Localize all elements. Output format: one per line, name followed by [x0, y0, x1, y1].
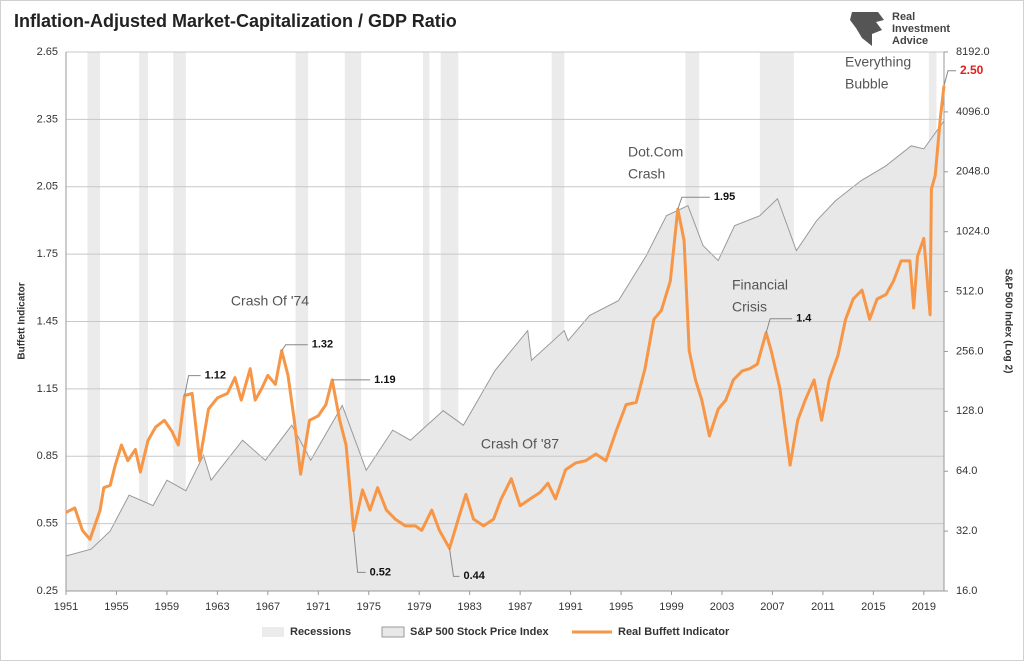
y-axis-title: Buffett Indicator [17, 282, 28, 359]
y-tick-label: 1.75 [37, 248, 58, 260]
callout-leader [184, 375, 201, 396]
x-tick-label: 2019 [912, 601, 936, 613]
x-tick-label: 1999 [659, 601, 683, 613]
callout-leader [765, 318, 793, 333]
x-tick-label: 1979 [407, 601, 431, 613]
x-tick-label: 1951 [54, 601, 78, 613]
legend-label: Real Buffett Indicator [618, 626, 730, 638]
y-tick-label: 2.65 [37, 46, 58, 58]
x-tick-label: 1983 [457, 601, 481, 613]
x-tick-label: 1963 [205, 601, 229, 613]
x-tick-label: 2003 [710, 601, 734, 613]
annotation: Crisis [732, 299, 767, 315]
y2-tick-label: 128.0 [956, 405, 984, 417]
y2-tick-label: 8192.0 [956, 46, 990, 58]
y-tick-label: 0.85 [37, 450, 58, 462]
logo: Real Investment Advice [850, 11, 950, 47]
y-tick-label: 1.15 [37, 383, 58, 395]
annotation: Financial [732, 277, 788, 293]
logo-text: Investment [892, 23, 950, 35]
annotation: Crash [628, 166, 665, 182]
callout-label: 0.52 [370, 566, 391, 578]
y2-tick-label: 512.0 [956, 285, 984, 297]
x-tick-label: 2007 [760, 601, 784, 613]
y2-tick-label: 256.0 [956, 345, 984, 357]
legend-label: S&P 500 Stock Price Index [410, 626, 549, 638]
chart-title: Inflation-Adjusted Market-Capitalization… [14, 11, 457, 31]
callout-leader [677, 196, 710, 210]
y2-tick-label: 32.0 [956, 525, 977, 537]
annotation: Everything [845, 54, 911, 70]
callout-label: 2.50 [960, 63, 984, 77]
y2-axis-title: S&P 500 Index (Log 2) [1002, 269, 1013, 374]
callout-label: 1.12 [205, 370, 226, 382]
callout-label: 1.19 [374, 374, 395, 386]
callout-leader [448, 548, 460, 577]
x-tick-label: 1991 [558, 601, 582, 613]
y2-tick-label: 16.0 [956, 585, 977, 597]
area-fill [66, 120, 944, 592]
callout-label: 0.44 [463, 570, 485, 582]
x-tick-label: 2015 [861, 601, 885, 613]
callout-label: 1.32 [312, 339, 333, 351]
indicator-line [65, 85, 946, 550]
y-tick-label: 0.55 [37, 518, 58, 530]
y-tick-label: 0.25 [37, 585, 58, 597]
annotation: Crash Of '74 [231, 293, 309, 309]
x-tick-label: 1959 [155, 601, 179, 613]
y2-tick-label: 64.0 [956, 465, 977, 477]
callout-label: 1.4 [796, 313, 812, 325]
y-tick-label: 2.35 [37, 113, 58, 125]
annotation: Bubble [845, 76, 889, 92]
y-tick-label: 1.45 [37, 315, 58, 327]
logo-text: Real [892, 11, 915, 23]
y2-tick-label: 4096.0 [956, 106, 990, 118]
callout-label: 1.95 [714, 191, 735, 203]
x-tick-label: 1995 [609, 601, 633, 613]
y-tick-label: 2.05 [37, 181, 58, 193]
callout-leader [281, 344, 308, 351]
annotation: Dot.Com [628, 144, 683, 160]
x-tick-label: 1975 [357, 601, 381, 613]
x-tick-label: 2011 [811, 601, 835, 613]
callout-leader [943, 70, 956, 86]
x-tick-label: 1987 [508, 601, 532, 613]
x-tick-label: 1955 [104, 601, 128, 613]
annotation: Crash Of '87 [481, 436, 559, 452]
x-tick-label: 1971 [306, 601, 330, 613]
x-tick-label: 1967 [256, 601, 280, 613]
y2-tick-label: 2048.0 [956, 166, 990, 178]
logo-mark [850, 12, 884, 46]
legend-label: Recessions [290, 626, 351, 638]
callout-leader [353, 530, 366, 573]
legend-swatch [262, 627, 284, 637]
legend-swatch [381, 626, 405, 638]
y2-tick-label: 1024.0 [956, 226, 990, 238]
logo-text: Advice [892, 35, 928, 47]
